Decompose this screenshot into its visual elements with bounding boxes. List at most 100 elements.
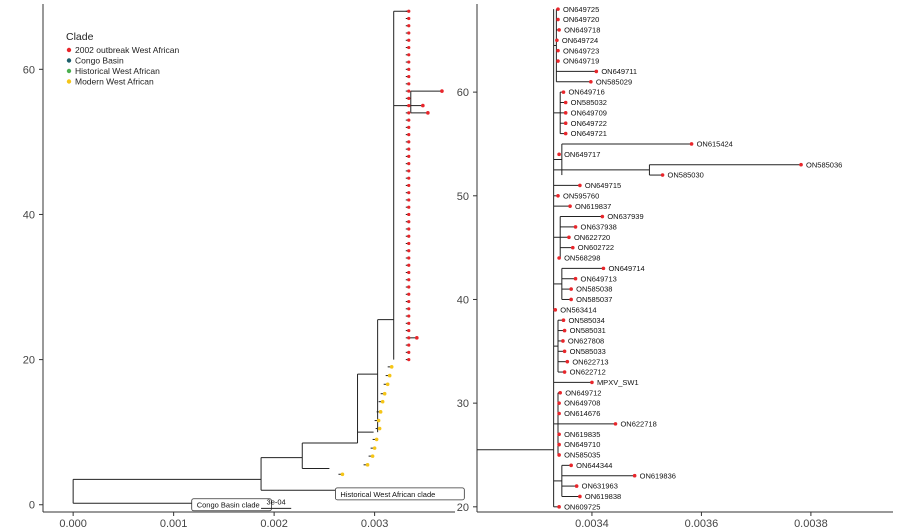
tip-label: ON649708	[564, 399, 600, 408]
tip-label: ON649709	[571, 108, 607, 117]
tip-label: ON649718	[564, 26, 600, 35]
right-y-tick-label: 50	[457, 191, 469, 203]
right-x-ticks: 0.0034 0.0036 0.0038	[575, 512, 828, 530]
tip-2002-outbreak	[407, 328, 411, 333]
left-x-tick-label: 0.002	[260, 518, 288, 530]
tip-modern-west-african	[385, 382, 390, 387]
tip-2002-outbreak	[558, 390, 562, 395]
tip-2002-outbreak	[407, 154, 411, 158]
tip-2002-outbreak	[573, 276, 578, 281]
tip-2002-outbreak	[562, 370, 567, 374]
tip-label: ON649712	[565, 388, 601, 397]
tip-label: ON614676	[564, 409, 600, 418]
right-y-tick-label: 20	[457, 502, 469, 514]
tip-2002-outbreak	[407, 176, 411, 180]
tip-2002-outbreak	[407, 234, 411, 238]
tip-label: ON585033	[570, 347, 606, 356]
tip-2002-outbreak	[407, 278, 411, 282]
tip-2002-outbreak	[557, 411, 561, 416]
tip-2002-outbreak	[569, 287, 573, 291]
tip-2002-outbreak	[407, 241, 411, 246]
tip-2002-outbreak	[407, 256, 411, 260]
tip-2002-outbreak	[407, 212, 411, 217]
tip-2002-outbreak	[407, 314, 411, 318]
tip-2002-outbreak	[565, 359, 570, 364]
tip-label: ON585034	[568, 316, 604, 325]
tip-2002-outbreak	[568, 204, 572, 208]
legend-title: Clade	[66, 31, 94, 43]
tip-2002-outbreak	[407, 336, 411, 340]
tip-label: ON649725	[563, 5, 599, 14]
tip-label: ON615424	[697, 140, 733, 149]
tip-modern-west-african	[378, 410, 383, 414]
tip-label: ON649724	[562, 36, 598, 45]
tip-2002-outbreak	[407, 118, 411, 122]
tip-label: ON609725	[564, 502, 600, 511]
tip-2002-outbreak	[407, 53, 411, 57]
right-y-tick-label: 60	[457, 87, 469, 99]
left-y-tick-label: 20	[23, 355, 35, 367]
tip-2002-outbreak	[407, 285, 411, 289]
tip-label: ON585036	[806, 160, 842, 169]
tip-2002-outbreak	[407, 292, 411, 296]
tip-2002-outbreak	[407, 31, 411, 35]
tip-2002-outbreak	[578, 494, 582, 499]
left-y-tick-label: 40	[23, 209, 35, 221]
tip-2002-outbreak	[556, 59, 560, 63]
tip-modern-west-african	[365, 463, 370, 467]
tip-label: ON649715	[585, 181, 621, 190]
tip-label: ON585031	[570, 326, 606, 335]
legend-swatch	[66, 58, 72, 63]
tip-label: ON585035	[564, 451, 600, 460]
tip-2002-outbreak	[556, 193, 560, 198]
tip-2002-outbreak	[407, 24, 411, 28]
tip-label: ON585037	[576, 295, 612, 304]
tip-modern-west-african	[370, 454, 375, 458]
legend-label: Modern West African	[75, 77, 154, 87]
tip-2002-outbreak	[407, 82, 411, 86]
tip-2002-outbreak	[569, 297, 573, 302]
tip-label: ON649713	[581, 274, 617, 283]
tip-label: ON619836	[640, 471, 676, 480]
tip-label: ON649711	[601, 67, 637, 76]
tip-2002-outbreak	[574, 484, 579, 488]
tip-2002-outbreak	[407, 227, 411, 231]
tip-2002-outbreak	[407, 307, 411, 311]
tip-2002-outbreak	[570, 245, 575, 250]
tip-modern-west-african	[372, 446, 377, 450]
tip-2002-outbreak	[556, 48, 560, 53]
tip-label: ON637938	[581, 222, 617, 231]
tip-2002-outbreak	[407, 16, 411, 21]
tip-2002-outbreak	[563, 111, 568, 115]
tip-label: ON585030	[668, 171, 704, 180]
tip-2002-outbreak	[557, 28, 561, 32]
clade-annotation-box	[335, 487, 465, 501]
tip-label: ON649720	[563, 15, 599, 24]
tip-label: ON627808	[568, 337, 604, 346]
tip-2002-outbreak	[407, 299, 411, 304]
tip-label: ON622713	[572, 357, 608, 366]
tip-2002-outbreak	[407, 9, 411, 13]
tip-2002-outbreak	[563, 131, 568, 136]
tip-modern-west-african	[377, 426, 382, 431]
tip-2002-outbreak	[407, 96, 411, 100]
tip-2002-outbreak	[799, 162, 803, 167]
tip-2002-outbreak	[562, 328, 567, 333]
tip-label: ON619838	[585, 492, 621, 501]
clade-annotation-label: Historical West African clade	[340, 490, 435, 499]
left-x-tick-label: 0.000	[59, 518, 87, 530]
tip-2002-outbreak	[407, 191, 411, 195]
right-x-tick-label: 0.0036	[685, 518, 719, 530]
tip-2002-outbreak	[632, 473, 637, 478]
legend-swatch	[66, 79, 72, 84]
right-x-tick-label: 0.0034	[575, 518, 609, 530]
tip-modern-west-african	[382, 391, 387, 396]
tip-label: ON602722	[578, 243, 614, 252]
tip-2002-outbreak	[407, 111, 411, 115]
clade-annotation-label: Congo Basin clade	[197, 501, 260, 510]
tip-modern-west-african	[340, 472, 345, 477]
tip-2002-outbreak	[407, 38, 411, 42]
